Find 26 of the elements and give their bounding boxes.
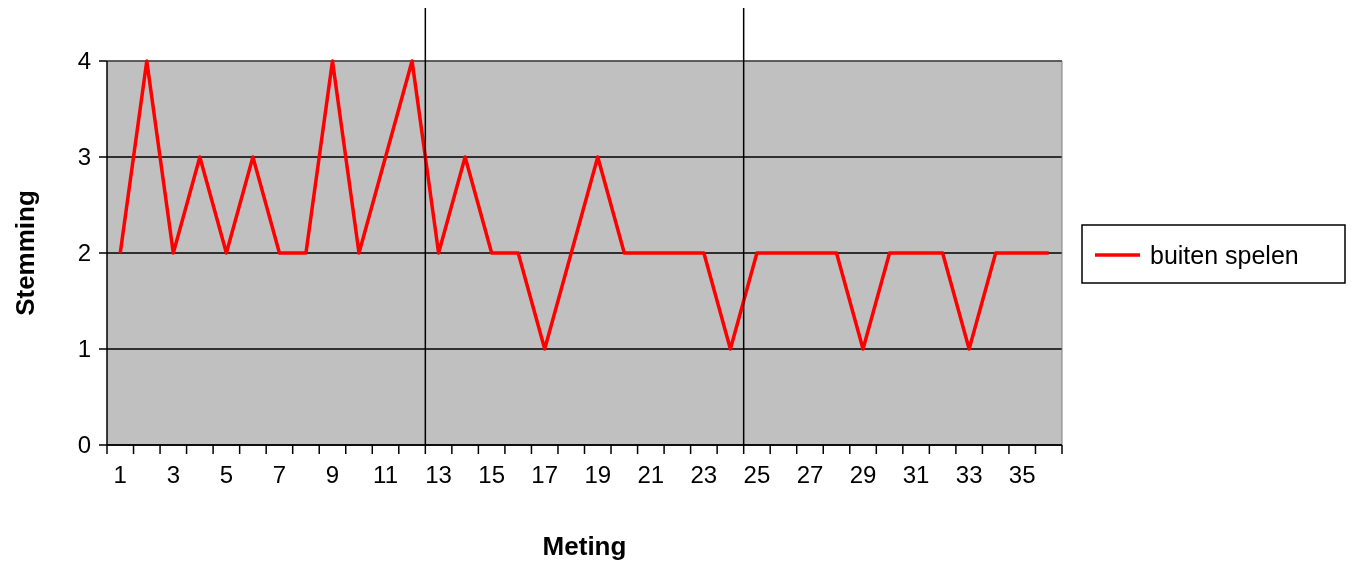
x-tick-label: 1 bbox=[113, 461, 127, 488]
x-tick-label: 33 bbox=[955, 461, 983, 488]
x-tick-label: 11 bbox=[373, 461, 398, 488]
y-tick-label: 2 bbox=[77, 239, 91, 267]
x-tick-label: 5 bbox=[219, 461, 234, 488]
x-tick-label: 15 bbox=[478, 461, 505, 488]
x-tick-label: 25 bbox=[743, 461, 771, 488]
x-tick-label: 7 bbox=[272, 461, 287, 488]
y-tick-label: 4 bbox=[77, 47, 91, 75]
x-tick-label: 31 bbox=[902, 461, 930, 488]
x-tick-label: 35 bbox=[1008, 461, 1036, 488]
legend-label: buiten spelen bbox=[1150, 240, 1299, 269]
x-axis-title: Meting bbox=[542, 531, 627, 561]
x-tick-label: 13 bbox=[425, 461, 452, 488]
x-tick-label: 23 bbox=[690, 461, 718, 488]
x-tick-label: 3 bbox=[166, 461, 180, 488]
x-tick-label: 27 bbox=[796, 461, 824, 488]
y-tick-label: 3 bbox=[77, 143, 91, 171]
y-axis-title: Stemming bbox=[10, 190, 40, 316]
x-tick-label: 19 bbox=[584, 461, 612, 488]
x-tick-label: 29 bbox=[849, 461, 877, 488]
x-tick-label: 17 bbox=[531, 461, 559, 488]
x-tick-label: 9 bbox=[325, 461, 340, 488]
y-tick-label: 0 bbox=[77, 431, 91, 459]
x-tick-label: 21 bbox=[637, 461, 665, 488]
y-tick-label: 1 bbox=[77, 335, 91, 363]
